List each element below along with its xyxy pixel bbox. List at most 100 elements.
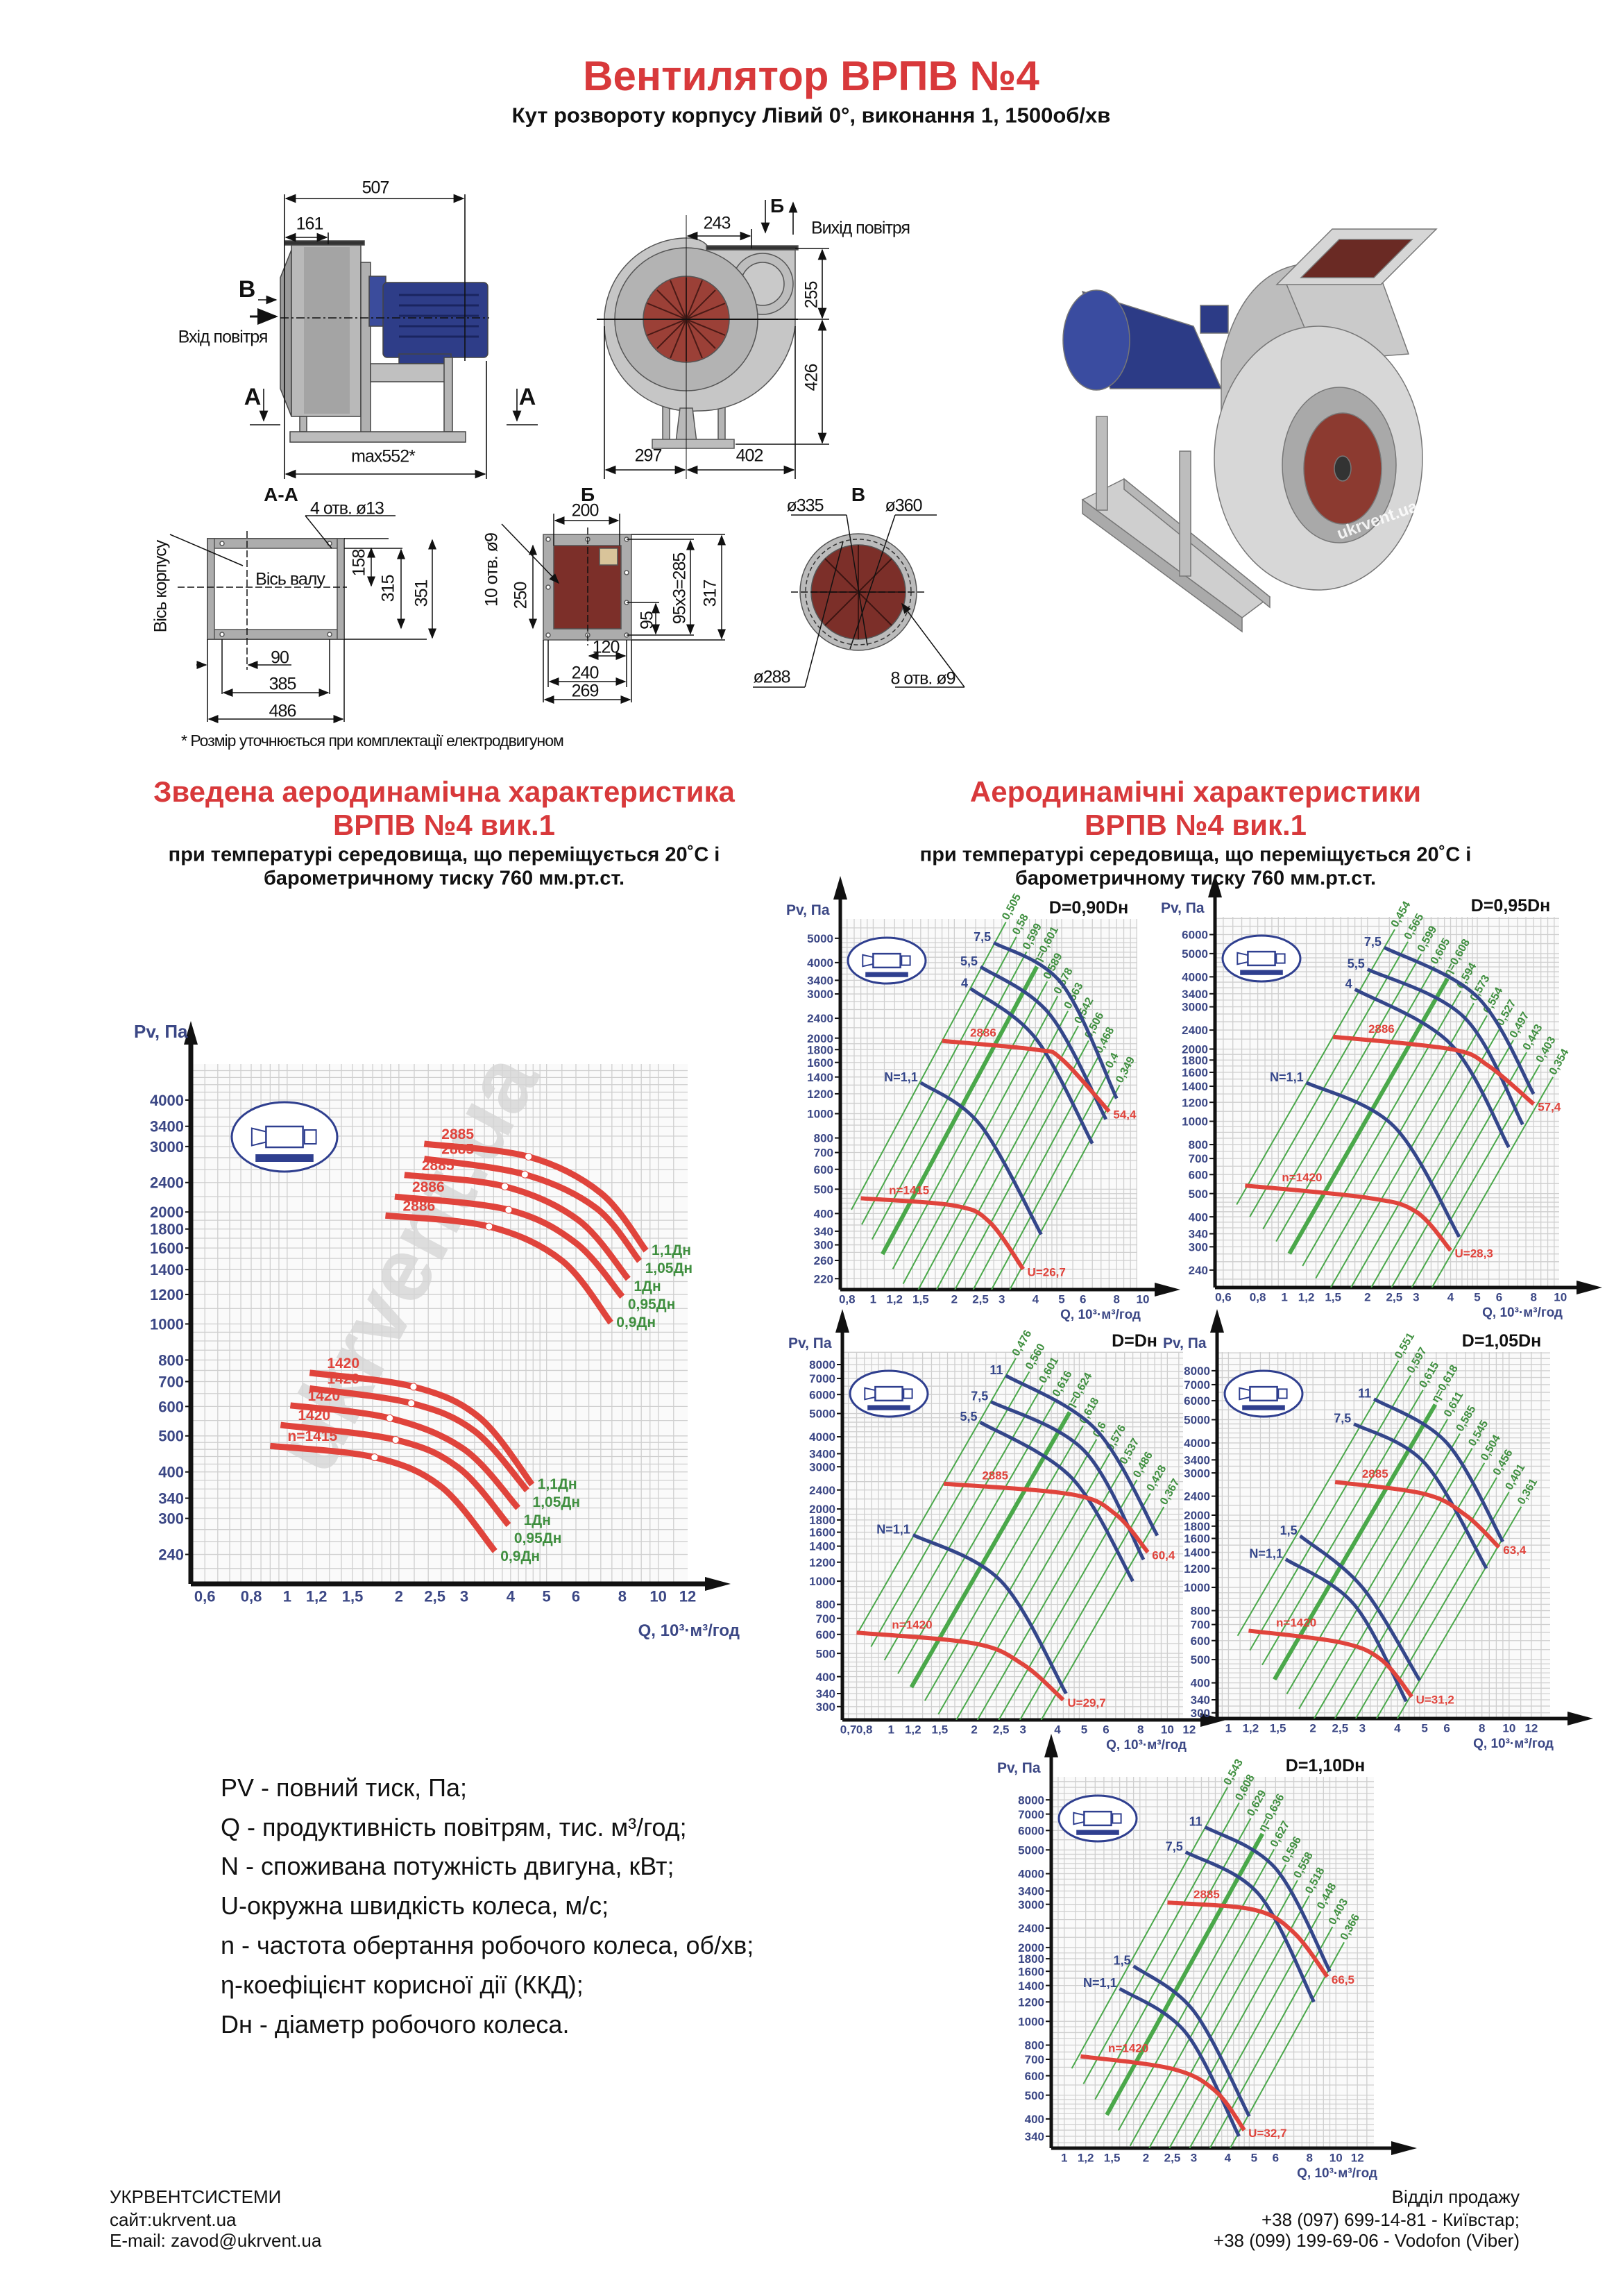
rpm-label: 2886 [970, 1027, 996, 1040]
x-tick-label: 1,2 [1078, 2152, 1094, 2165]
efficiency-line [870, 1371, 1030, 1647]
efficiency-lines [1071, 1787, 1345, 2148]
power-label: 1,5 [1280, 1523, 1298, 1537]
y-tick-label: 800 [1025, 2039, 1044, 2052]
efficiency-line [902, 995, 1059, 1285]
pressure-curve-low-1Дн [289, 1402, 520, 1510]
efficiency-line [883, 1385, 1044, 1661]
right-section-title-2: ВРПВ №4 вик.1 [1084, 809, 1307, 841]
y-tick-label: 3400 [1018, 1885, 1044, 1898]
rpm-label: n=1420 [1282, 1171, 1322, 1184]
power-curve [919, 1081, 1043, 1235]
x-axis-arrow [1577, 1281, 1602, 1294]
dim-315: 315 [378, 575, 398, 602]
outlet-view-drawing [543, 527, 632, 645]
y-tick-label: 400 [1189, 1210, 1208, 1224]
housing-inner [304, 247, 350, 414]
x-tick-label: 8 [1114, 1293, 1120, 1306]
x-tick-label: 6 [1496, 1291, 1502, 1304]
dim-426: 426 [801, 364, 822, 391]
y-tick-label: 800 [814, 1132, 833, 1145]
power-label: N=1,1 [1249, 1547, 1283, 1561]
y-tick-label: 5000 [1184, 1414, 1210, 1427]
x-tick-label: 10 [1502, 1722, 1515, 1735]
rpm-label: 2886 [1368, 1022, 1395, 1036]
pressure-curve-rpm_low [1080, 2054, 1246, 2132]
x-axis-arrow [705, 1577, 731, 1591]
pressure-curve-rpm_low [1245, 1183, 1452, 1252]
tip-speed-label: U=32,7 [1248, 2127, 1286, 2140]
y-axis-arrow [1208, 874, 1222, 897]
y-tick-label: 1400 [150, 1261, 184, 1278]
stamp-banner [1240, 970, 1283, 975]
y-axis-arrow [1210, 1309, 1224, 1333]
efficiency-line [1286, 1419, 1449, 1695]
sales-phone-2: +38 (099) 199-69-06 - Vodofon (Viber) [1213, 2230, 1520, 2251]
y-tick-label: 1000 [1184, 1581, 1210, 1594]
y-tick-label: 5000 [1182, 947, 1208, 961]
y-tick-label: 700 [158, 1373, 184, 1390]
power-label: N=1,1 [876, 1522, 910, 1536]
body-axis-label: Вісь корпусу [151, 540, 171, 633]
stamp-banner [255, 1154, 314, 1162]
x-tick-label: 10 [1136, 1293, 1149, 1306]
y-tick-label: 3400 [807, 974, 833, 988]
y-tick-label: 4000 [809, 1430, 835, 1444]
efficiency-line [1148, 1880, 1298, 2148]
dim-351: 351 [411, 580, 432, 607]
x-tick-label: 5 [1474, 1291, 1480, 1304]
x-tick-label: 1 [283, 1587, 291, 1605]
efficiency-line [1236, 929, 1395, 1205]
pressure-curve-high-1,1Дн [423, 1140, 649, 1253]
y-tick-label: 5000 [1018, 1843, 1044, 1857]
y-tick-label: 800 [816, 1598, 835, 1612]
x-tick-label: 4 [1447, 1291, 1454, 1304]
x-tick-label: 8 [618, 1587, 627, 1605]
y-tick-label: 700 [1191, 1619, 1210, 1632]
efficiency-line [892, 981, 1048, 1269]
air-outlet-label: Вихід повітря [810, 218, 910, 238]
stamp-logo [847, 936, 927, 985]
x-tick-label: 6 [572, 1587, 580, 1605]
y-tick-label: 6000 [1182, 929, 1208, 942]
x-tick-label: 3 [1413, 1291, 1419, 1304]
pressure-curve-rpm_high [1167, 1900, 1329, 1978]
y-tick-label: 300 [814, 1239, 833, 1252]
motor-fins [399, 294, 479, 338]
y-tick-label: 600 [1191, 1635, 1210, 1648]
power-curve [1119, 1986, 1241, 2137]
y-tick-label: 2000 [1018, 1941, 1044, 1955]
diameter-label: 0,95Дн [628, 1297, 676, 1312]
y-tick-label: 3000 [807, 988, 833, 1001]
tip-speed-label: U=29,7 [1067, 1696, 1105, 1710]
y-tick-label: 3000 [1018, 1898, 1044, 1911]
x-tick-label: 1 [1061, 2152, 1067, 2165]
dim-max552: max552* [351, 446, 416, 466]
y-tick-label: 700 [1189, 1152, 1208, 1165]
rpm-label: 2886 [402, 1198, 435, 1214]
efficiency-line [1396, 1506, 1522, 1719]
diameter-label: 1,05Дн [533, 1494, 581, 1510]
power-curve [1132, 1964, 1251, 2118]
x-tick-label: 1,5 [932, 1723, 949, 1737]
power-curve [1284, 1558, 1408, 1703]
x-tick-label: 6 [1080, 1293, 1086, 1306]
x-tick-label: 5 [1081, 1723, 1087, 1737]
efficiency-line [1189, 1911, 1322, 2148]
y-tick-label: 1200 [807, 1088, 833, 1101]
x-tick-label: 8 [1530, 1291, 1536, 1304]
tip-speed-label: U=26,7 [1028, 1266, 1066, 1279]
tip-speed-label: 60,4 [1152, 1548, 1175, 1562]
y-tick-label: 500 [1189, 1188, 1208, 1201]
y-tick-label: 7000 [1018, 1808, 1044, 1821]
x-tick-label: 5 [543, 1587, 551, 1605]
dim-d288: ø288 [753, 667, 791, 687]
efficiency-line [909, 1411, 1072, 1689]
motor-body [382, 282, 488, 358]
y-tick-label: 260 [814, 1254, 833, 1267]
outlet-flange [706, 245, 799, 251]
housing-flange [284, 240, 365, 246]
section-a-marker-right: А [518, 384, 536, 410]
y-tick-label: 2000 [1182, 1043, 1208, 1056]
x-axis-arrow [1155, 1283, 1180, 1297]
